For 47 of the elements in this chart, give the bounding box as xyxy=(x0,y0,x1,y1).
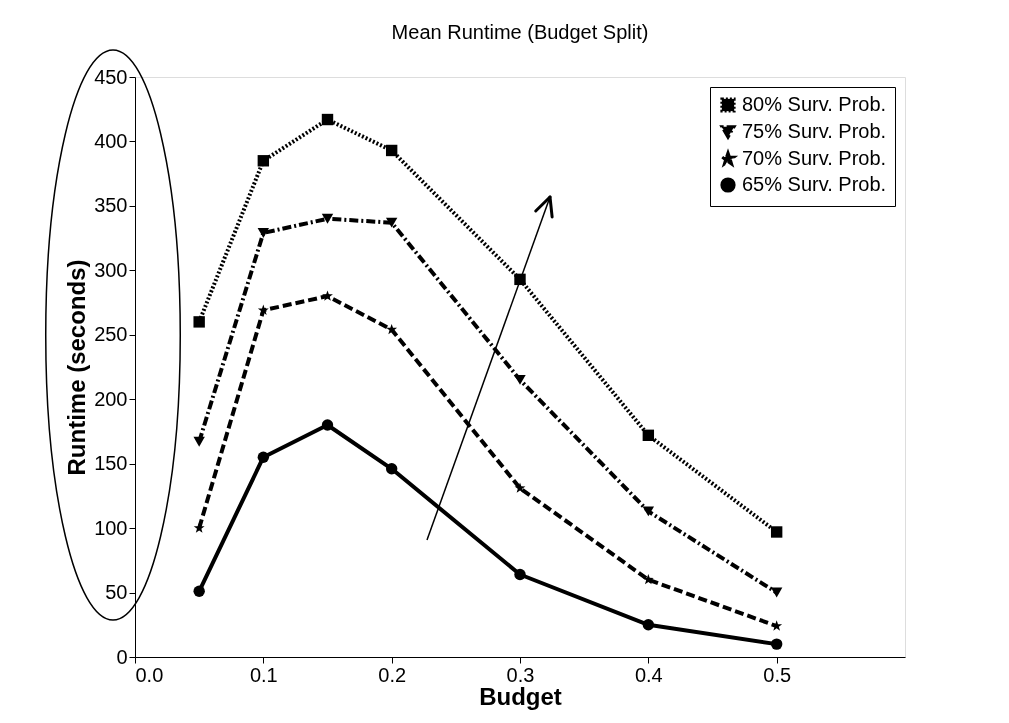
point xyxy=(386,323,398,335)
point xyxy=(257,451,270,463)
legend-label: 65% Surv. Prob. xyxy=(742,173,887,195)
x-tick-label: 0.2 xyxy=(378,663,407,686)
point xyxy=(321,419,334,431)
y-tick-label: 200 xyxy=(94,387,128,410)
y-tick-label: 150 xyxy=(94,452,128,475)
point xyxy=(642,429,655,442)
point xyxy=(257,304,269,315)
point xyxy=(642,573,654,585)
point xyxy=(770,638,783,650)
point xyxy=(771,620,783,631)
point xyxy=(385,144,398,157)
y-tick-label: 450 xyxy=(94,65,128,88)
legend-label: 70% Surv. Prob. xyxy=(742,147,887,169)
point xyxy=(385,463,398,475)
point xyxy=(321,113,334,126)
point xyxy=(514,374,526,385)
point xyxy=(514,482,526,493)
point xyxy=(385,217,398,228)
y-tick-label: 50 xyxy=(105,581,128,604)
point xyxy=(321,213,334,224)
point xyxy=(193,522,205,533)
y-tick-label: 400 xyxy=(94,129,128,152)
y-tick-label: 100 xyxy=(94,516,128,539)
legend-label: 75% Surv. Prob. xyxy=(742,120,887,142)
y-tick-label: 250 xyxy=(94,323,128,346)
point xyxy=(642,506,655,517)
point xyxy=(193,316,205,328)
x-tick-label: 0.4 xyxy=(634,663,663,686)
point xyxy=(514,568,526,581)
x-tick-label: 0.0 xyxy=(135,663,164,686)
y-tick-label: 300 xyxy=(94,258,128,281)
chart-title: Mean Runtime (Budget Split) xyxy=(391,21,649,43)
x-tick-label: 0.5 xyxy=(763,663,792,686)
x-tick-label: 0.1 xyxy=(249,663,278,686)
point xyxy=(257,155,270,167)
point xyxy=(193,436,205,447)
point xyxy=(770,526,783,538)
point xyxy=(193,585,205,597)
y-tick-label: 0 xyxy=(116,645,128,668)
point xyxy=(322,290,333,301)
y-axis-title: Runtime (seconds) xyxy=(63,259,91,476)
legend-label: 80% Surv. Prob. xyxy=(742,93,887,115)
point xyxy=(257,228,270,238)
point xyxy=(642,619,655,631)
y-tick-label: 350 xyxy=(94,194,128,217)
